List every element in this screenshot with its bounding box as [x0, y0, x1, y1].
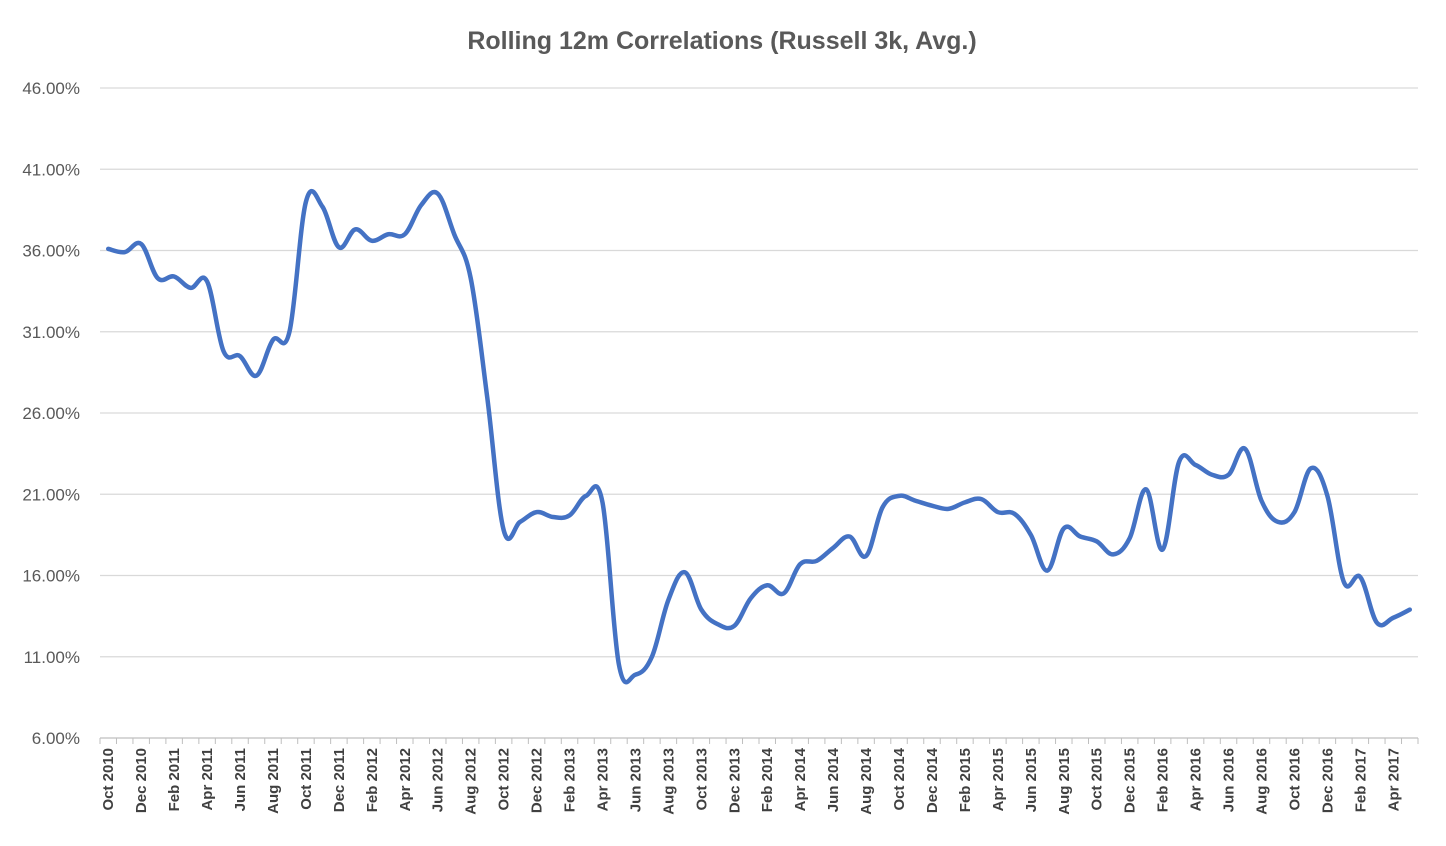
x-tick-label: Apr 2012 — [397, 748, 414, 811]
x-tick-label: Jun 2011 — [232, 748, 249, 811]
x-tick-label: Oct 2016 — [1286, 748, 1303, 811]
y-tick-label: 11.00% — [24, 648, 80, 667]
y-axis-ticks: 6.00% 11.00% 16.00% 21.00% 26.00% 31.00% 36.00… — [22, 79, 80, 748]
x-tick-label: Feb 2016 — [1155, 748, 1172, 812]
x-tick-label: Dec 2010 — [133, 748, 150, 813]
x-tick-label: Aug 2011 — [265, 748, 282, 814]
y-tick-label: 36.00% — [22, 242, 80, 261]
y-tick-label: 6.00% — [32, 729, 80, 748]
x-tick-label: Oct 2012 — [496, 748, 513, 811]
x-tick-label: Dec 2013 — [726, 748, 743, 813]
x-tick-label: Oct 2010 — [100, 748, 117, 811]
x-tick-label: Feb 2012 — [364, 748, 381, 812]
x-axis-ticks: Oct 2010 Dec 2010 Feb 2011 Apr 2011 Jun 2011… — [99, 738, 1419, 815]
x-tick-label: Oct 2015 — [1089, 748, 1106, 811]
x-tick-label: Aug 2012 — [463, 748, 480, 815]
series — [105, 188, 1413, 685]
y-tick-label: 21.00% — [22, 485, 80, 504]
x-tick-label: Feb 2017 — [1352, 748, 1369, 812]
x-tick-label: Oct 2014 — [891, 747, 908, 810]
x-tick-label: Jun 2015 — [1023, 748, 1040, 812]
x-tick-label: Oct 2011 — [298, 748, 315, 810]
x-tick-label: Aug 2013 — [660, 748, 677, 815]
y-tick-label: 41.00% — [22, 160, 80, 179]
x-tick-label: Aug 2015 — [1056, 748, 1073, 815]
x-tick-label: Dec 2011 — [331, 748, 348, 812]
x-tick-label: Feb 2015 — [957, 748, 974, 812]
gridlines — [100, 87, 1418, 658]
x-tick-label: Apr 2016 — [1188, 748, 1205, 811]
x-tick-label: Feb 2011 — [166, 748, 183, 811]
x-tick-label: Jun 2016 — [1221, 748, 1238, 812]
x-tick-label: Jun 2013 — [627, 748, 644, 812]
y-tick-label: 26.00% — [22, 404, 80, 423]
x-tick-label: Jun 2012 — [430, 748, 447, 812]
x-tick-label: Dec 2014 — [924, 747, 941, 813]
chart-title: Rolling 12m Correlations (Russell 3k, Av… — [467, 27, 976, 55]
x-tick-label: Apr 2015 — [990, 748, 1007, 811]
x-tick-label: Aug 2014 — [858, 747, 875, 814]
x-tick-label: Apr 2017 — [1385, 748, 1402, 811]
x-tick-label: Dec 2015 — [1122, 748, 1139, 813]
x-tick-label: Apr 2013 — [594, 748, 611, 811]
x-tick-label: Oct 2013 — [693, 748, 710, 811]
series-line — [105, 188, 1413, 685]
y-tick-label: 16.00% — [22, 567, 80, 586]
x-tick-label: Apr 2014 — [792, 747, 809, 811]
y-tick-label: 31.00% — [22, 323, 80, 342]
x-tick-label: Jun 2014 — [825, 747, 842, 812]
x-tick-label: Feb 2013 — [562, 748, 579, 812]
x-tick-label: Aug 2016 — [1253, 748, 1270, 815]
x-tick-label: Apr 2011 — [199, 748, 216, 811]
x-tick-label: Dec 2016 — [1319, 748, 1336, 813]
x-tick-label: Feb 2014 — [759, 747, 776, 812]
x-tick-label: Dec 2012 — [529, 748, 546, 813]
y-tick-label: 46.00% — [22, 79, 80, 98]
